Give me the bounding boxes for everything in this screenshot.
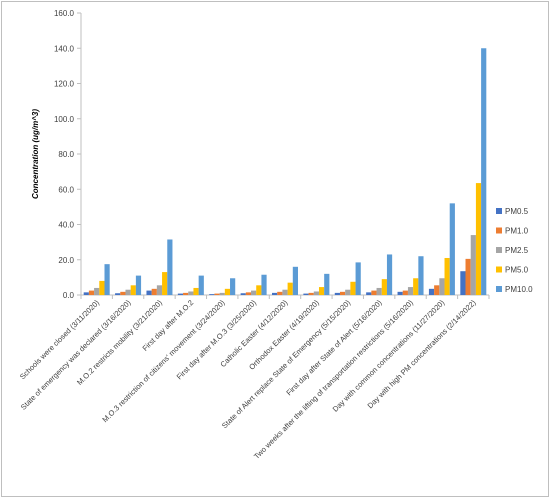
bar-pm5-0 <box>256 285 262 295</box>
bar-pm2-5 <box>282 289 288 295</box>
bar-pm2-5 <box>156 285 163 295</box>
bar-pm1-0 <box>371 290 377 295</box>
y-tick-label: 20.0 <box>58 256 74 265</box>
bar-pm10-0 <box>355 262 361 295</box>
y-tick-label: 80.0 <box>58 150 74 159</box>
bar-pm0-5 <box>397 291 403 295</box>
bar-pm2-5 <box>251 290 257 295</box>
bar-pm1-0 <box>120 291 126 295</box>
bar-pm0-5 <box>209 294 215 295</box>
bar-pm0-5 <box>303 293 309 295</box>
bar-pm5-0 <box>475 183 482 295</box>
bar-pm10-0 <box>167 239 173 295</box>
bar-pm10-0 <box>292 266 298 295</box>
bar-pm2-5 <box>470 235 476 295</box>
bar-pm10-0 <box>104 264 110 295</box>
bar-pm10-0 <box>198 275 204 295</box>
bar-pm10-0 <box>135 275 142 295</box>
bar-pm0-5 <box>83 292 89 295</box>
bar-pm0-5 <box>428 288 435 295</box>
bar-pm5-0 <box>99 280 105 295</box>
bar-pm1-0 <box>308 292 314 295</box>
bar-pm1-0 <box>88 290 95 295</box>
bar-pm5-0 <box>193 287 199 295</box>
x-category-label: State of emergency was declared (3/16/20… <box>19 298 133 412</box>
bar-pm2-5 <box>345 289 351 295</box>
bar-pm2-5 <box>188 291 194 295</box>
y-tick-label: 100.0 <box>54 115 75 124</box>
bar-pm1-0 <box>214 293 220 295</box>
bar-pm0-5 <box>460 271 466 295</box>
bar-pm0-5 <box>177 293 184 295</box>
legend-swatch <box>496 208 502 214</box>
bar-pm10-0 <box>418 256 424 295</box>
bar-pm10-0 <box>481 48 487 295</box>
bar-pm0-5 <box>240 293 246 295</box>
legend-label: PM2.5 <box>505 246 529 255</box>
legend-label: PM5.0 <box>505 266 529 275</box>
bar-pm10-0 <box>230 278 236 295</box>
x-category-label: Day with high PM concentrations (2/14/20… <box>366 298 479 411</box>
bar-pm1-0 <box>151 288 157 295</box>
bar-pm1-0 <box>245 292 252 295</box>
bar-pm5-0 <box>224 288 231 295</box>
bar-pm1-0 <box>183 292 189 295</box>
bar-pm1-0 <box>465 258 471 295</box>
bar-pm2-5 <box>94 287 100 295</box>
bar-pm1-0 <box>277 291 283 295</box>
bar-pm5-0 <box>413 278 419 295</box>
bar-pm10-0 <box>324 273 330 295</box>
bar-pm2-5 <box>125 289 131 295</box>
legend-swatch <box>496 266 502 273</box>
bar-pm5-0 <box>381 279 387 295</box>
bar-pm2-5 <box>376 287 382 295</box>
bar-pm0-5 <box>366 292 372 295</box>
y-tick-label: 0.0 <box>63 291 75 300</box>
y-tick-label: 40.0 <box>58 221 74 230</box>
bar-pm1-0 <box>402 290 408 295</box>
legend-swatch <box>496 247 502 253</box>
bar-pm0-5 <box>115 293 121 295</box>
bar-pm5-0 <box>318 287 325 295</box>
bar-pm1-0 <box>339 291 346 295</box>
y-tick-label: 160.0 <box>54 9 75 18</box>
bar-pm5-0 <box>350 281 356 295</box>
bar-pm2-5 <box>439 278 445 295</box>
bar-pm5-0 <box>130 285 136 295</box>
bar-pm10-0 <box>449 203 455 295</box>
legend-label: PM0.5 <box>505 207 529 216</box>
legend-label: PM10.0 <box>505 285 533 294</box>
y-tick-label: 120.0 <box>54 80 75 89</box>
y-tick-label: 140.0 <box>54 44 75 53</box>
bar-pm2-5 <box>313 291 319 295</box>
bar-pm5-0 <box>444 257 450 295</box>
bar-pm0-5 <box>334 292 340 295</box>
legend-label: PM1.0 <box>505 227 529 236</box>
bar-pm5-0 <box>287 282 293 295</box>
bar-pm2-5 <box>407 287 414 295</box>
bar-pm2-5 <box>219 292 225 295</box>
bar-pm0-5 <box>272 292 278 295</box>
bar-pm1-0 <box>434 285 440 295</box>
legend-swatch <box>496 227 502 234</box>
bar-pm10-0 <box>261 274 267 295</box>
legend-swatch <box>496 286 502 292</box>
bar-pm5-0 <box>162 272 168 295</box>
bar-pm10-0 <box>386 254 393 295</box>
y-tick-label: 60.0 <box>58 185 74 194</box>
bar-pm0-5 <box>146 290 152 295</box>
y-axis-label: Concentration (ug/m^3) <box>31 109 40 199</box>
x-category-label: Day with common concentrations (11/27/20… <box>331 298 447 414</box>
